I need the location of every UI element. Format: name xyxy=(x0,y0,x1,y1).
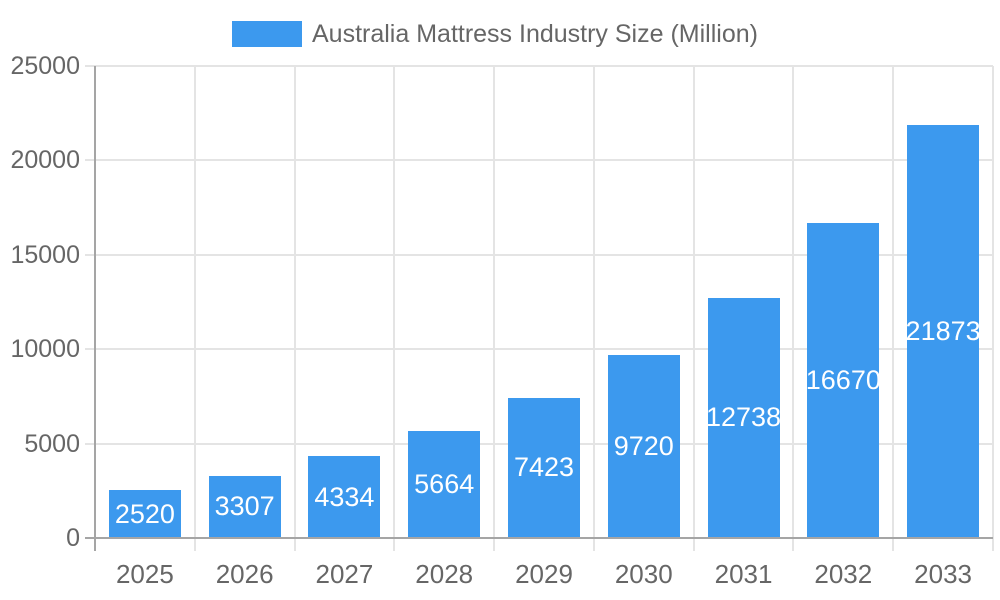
x-axis-label: 2030 xyxy=(614,559,673,589)
x-axis-label: 2029 xyxy=(515,559,573,589)
bar-2027[interactable]: 4334 xyxy=(308,456,381,538)
bar-slot-2031: 12738 xyxy=(694,297,794,538)
gridline-v xyxy=(792,66,795,551)
legend-title: Australia Mattress Industry Size (Millio… xyxy=(312,20,758,48)
bar-2030[interactable]: 9720 xyxy=(607,354,680,538)
x-axis-label: 2032 xyxy=(814,559,873,589)
bar-2025[interactable]: 2520 xyxy=(108,490,181,538)
x-axis-label: 2025 xyxy=(115,559,174,589)
y-axis-tick-label: 0 xyxy=(66,524,80,552)
bar-slot-2032: 16670 xyxy=(793,223,893,538)
gridline-v xyxy=(293,66,296,551)
gridline-h xyxy=(85,65,993,67)
bar-value-label: 4334 xyxy=(314,481,375,512)
bar-slot-2029: 7423 xyxy=(494,397,594,538)
bar-slot-2027: 4334 xyxy=(295,456,395,538)
gridline-v xyxy=(493,66,496,551)
bar-2032[interactable]: 16670 xyxy=(805,223,881,538)
bar-2026[interactable]: 3307 xyxy=(208,475,281,538)
bar-value-label: 16670 xyxy=(805,365,881,396)
x-axis-label: 2028 xyxy=(415,559,474,589)
bar-value-label: 21873 xyxy=(905,316,981,347)
bar-slot-2033: 21873 xyxy=(893,125,993,538)
y-axis-tick-label: 10000 xyxy=(10,335,80,364)
bar-value-label: 5664 xyxy=(414,469,475,500)
gridline-v xyxy=(393,66,396,551)
bar-value-label: 3307 xyxy=(214,491,275,522)
x-axis-label: 2033 xyxy=(914,559,973,589)
gridline-h xyxy=(85,159,993,162)
x-axis-label: 2031 xyxy=(714,559,773,589)
bar-slot-2026: 3307 xyxy=(195,475,295,538)
bar-2028[interactable]: 5664 xyxy=(408,431,481,538)
y-axis-tick-label: 5000 xyxy=(24,429,80,458)
gridline-v xyxy=(692,66,695,551)
bar-slot-2025: 2520 xyxy=(95,490,195,538)
y-axis-tick-label: 20000 xyxy=(10,146,80,175)
y-axis-tick-label: 25000 xyxy=(10,52,80,80)
gridline-v xyxy=(992,66,994,551)
x-axis-line xyxy=(85,537,993,539)
legend[interactable]: Australia Mattress Industry Size (Millio… xyxy=(232,21,758,47)
gridline-v xyxy=(892,66,895,551)
bar-value-label: 9720 xyxy=(613,430,674,461)
bar-2029[interactable]: 7423 xyxy=(507,397,580,538)
bar-slot-2028: 5664 xyxy=(394,431,494,538)
gridline-h xyxy=(85,348,993,351)
bar-2031[interactable]: 12738 xyxy=(705,297,782,538)
gridline-h xyxy=(85,253,993,256)
legend-swatch xyxy=(232,21,302,47)
gridline-v xyxy=(193,66,196,551)
bar-value-label: 2520 xyxy=(114,498,175,529)
plot-area: 2520 3307 4334 5664 7423 9720 12738 16670 21873 xyxy=(85,65,994,551)
x-axis-label: 2027 xyxy=(315,559,374,589)
bar-value-label: 12738 xyxy=(705,402,782,433)
gridline-v xyxy=(592,66,595,551)
y-axis-tick-label: 15000 xyxy=(10,240,80,269)
y-axis-line xyxy=(94,66,96,551)
bar-slot-2030: 9720 xyxy=(594,354,694,538)
x-axis-label: 2026 xyxy=(215,559,274,589)
bar-2033[interactable]: 21873 xyxy=(905,125,981,538)
bar-value-label: 7423 xyxy=(513,452,575,483)
